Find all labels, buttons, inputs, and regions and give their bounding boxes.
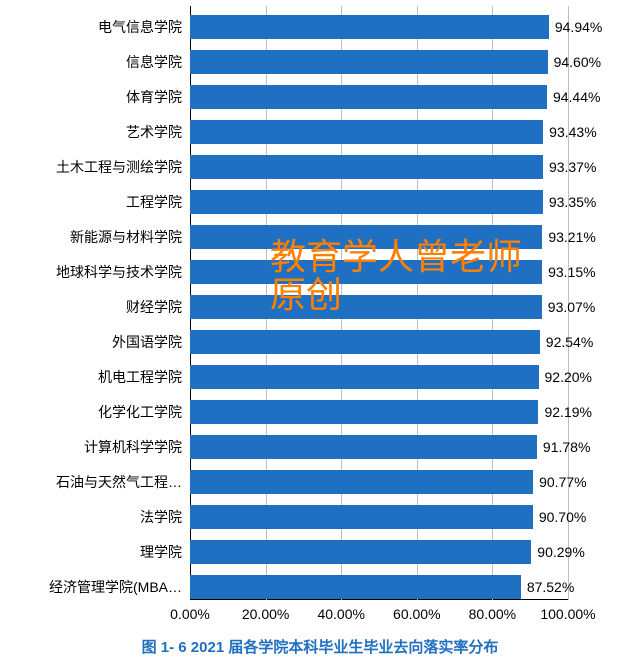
bar-row: 外国语学院92.54% (190, 330, 568, 354)
value-label: 90.70% (539, 509, 586, 525)
bar (190, 470, 533, 494)
x-tick-label: 20.00% (242, 600, 289, 622)
x-tick-label: 60.00% (393, 600, 440, 622)
value-label: 94.94% (555, 19, 602, 35)
x-tick-label: 80.00% (469, 600, 516, 622)
bar-row: 理学院90.29% (190, 540, 568, 564)
bar-row: 经济管理学院(MBA…87.52% (190, 575, 568, 599)
bar (190, 295, 542, 319)
category-label: 化学化工学院 (98, 402, 190, 422)
bar-row: 工程学院93.35% (190, 190, 568, 214)
bar-row: 土木工程与测绘学院93.37% (190, 155, 568, 179)
bar (190, 225, 542, 249)
category-label: 法学院 (140, 507, 190, 527)
category-label: 体育学院 (126, 87, 190, 107)
value-label: 94.44% (553, 89, 600, 105)
value-label: 93.43% (549, 124, 596, 140)
bar-row: 石油与天然气工程…90.77% (190, 470, 568, 494)
value-label: 93.37% (549, 159, 596, 175)
bar (190, 575, 521, 599)
bar-row: 信息学院94.60% (190, 50, 568, 74)
bar (190, 260, 542, 284)
value-label: 87.52% (527, 579, 574, 595)
value-label: 93.07% (548, 299, 595, 315)
category-label: 地球科学与技术学院 (56, 262, 190, 282)
category-label: 外国语学院 (112, 332, 190, 352)
category-label: 计算机科学学院 (84, 437, 190, 457)
category-label: 工程学院 (126, 192, 190, 212)
x-tick-label: 0.00% (170, 600, 210, 622)
value-label: 92.54% (546, 334, 593, 350)
bar (190, 190, 543, 214)
x-tick-label: 40.00% (317, 600, 364, 622)
figure-caption: 图 1- 6 2021 届各学院本科毕业生毕业去向落实率分布 (0, 636, 640, 657)
figure: 0.00% 20.00% 40.00% 60.00% 80.00% 100.00% 电气信息… (0, 0, 640, 666)
bar-row: 地球科学与技术学院93.15% (190, 260, 568, 284)
category-label: 新能源与材料学院 (70, 227, 190, 247)
category-label: 信息学院 (126, 52, 190, 72)
bar (190, 365, 539, 389)
value-label: 94.60% (554, 54, 601, 70)
category-label: 土木工程与测绘学院 (56, 157, 190, 177)
bar-row: 机电工程学院92.20% (190, 365, 568, 389)
value-label: 93.35% (549, 194, 596, 210)
bar (190, 85, 547, 109)
x-tick-label: 100.00% (540, 600, 595, 622)
value-label: 90.29% (537, 544, 584, 560)
category-label: 财经学院 (126, 297, 190, 317)
value-label: 93.21% (548, 229, 595, 245)
category-label: 石油与天然气工程… (56, 472, 190, 492)
bar (190, 505, 533, 529)
value-label: 92.20% (545, 369, 592, 385)
bar (190, 15, 549, 39)
plot-area: 0.00%20.00%40.00%60.00%80.00%100.00%电气信息… (190, 6, 568, 600)
bar (190, 435, 537, 459)
bar-row: 电气信息学院94.94% (190, 15, 568, 39)
bar (190, 330, 540, 354)
bar (190, 50, 548, 74)
value-label: 93.15% (548, 264, 595, 280)
bar-row: 法学院90.70% (190, 505, 568, 529)
bar-row: 体育学院94.44% (190, 85, 568, 109)
bar (190, 155, 543, 179)
category-label: 电气信息学院 (98, 17, 190, 37)
value-label: 92.19% (544, 404, 591, 420)
category-label: 艺术学院 (126, 122, 190, 142)
bar-row: 计算机科学学院91.78% (190, 435, 568, 459)
category-label: 经济管理学院(MBA… (49, 577, 190, 597)
bar-row: 化学化工学院92.19% (190, 400, 568, 424)
bar (190, 400, 538, 424)
bar-row: 财经学院93.07% (190, 295, 568, 319)
bar (190, 120, 543, 144)
value-label: 91.78% (543, 439, 590, 455)
category-label: 理学院 (140, 542, 190, 562)
bar (190, 540, 531, 564)
bar-row: 新能源与材料学院93.21% (190, 225, 568, 249)
category-label: 机电工程学院 (98, 367, 190, 387)
value-label: 90.77% (539, 474, 586, 490)
bar-row: 艺术学院93.43% (190, 120, 568, 144)
